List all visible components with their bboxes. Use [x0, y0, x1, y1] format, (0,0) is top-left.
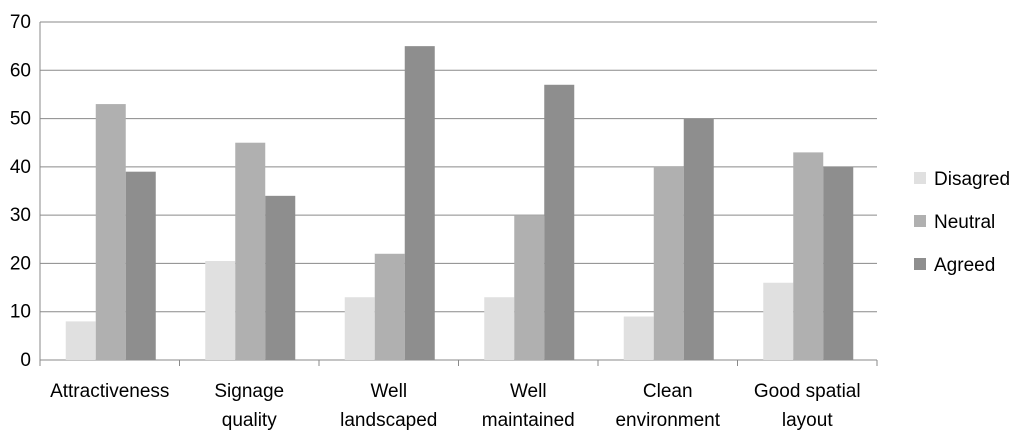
bar	[653, 166, 684, 360]
y-tick-label: 60	[10, 60, 31, 81]
y-tick-label: 50	[10, 109, 31, 130]
x-tick-label: quality	[222, 410, 277, 431]
bar	[544, 84, 575, 361]
bar	[683, 118, 714, 360]
y-tick-label: 30	[10, 205, 31, 226]
bar	[374, 253, 405, 360]
bar	[484, 297, 515, 360]
bar	[344, 297, 375, 360]
legend-swatch	[914, 172, 926, 184]
x-tick-label: Clean	[643, 381, 693, 402]
x-tick-label: Signage	[214, 381, 284, 402]
x-tick-label: environment	[615, 410, 720, 431]
x-tick-label: Good spatial	[754, 381, 861, 402]
bar	[65, 321, 96, 360]
legend-label: Neutral	[934, 212, 995, 233]
y-tick-label: 20	[10, 253, 31, 274]
y-tick-label: 70	[10, 12, 31, 33]
legend-label: Disagred	[934, 169, 1010, 190]
bar	[95, 104, 126, 360]
x-tick-label: maintained	[482, 410, 575, 431]
bar	[763, 282, 794, 360]
bar	[205, 261, 236, 360]
y-tick-label: 0	[20, 350, 31, 371]
bar	[235, 142, 266, 360]
x-tick-label: layout	[782, 410, 833, 431]
bar	[265, 195, 296, 360]
x-tick-label: Well	[510, 381, 547, 402]
y-tick-label: 10	[10, 302, 31, 323]
bar	[823, 166, 854, 360]
legend-label: Agreed	[934, 255, 995, 276]
bar	[623, 316, 654, 360]
bar	[404, 46, 435, 361]
legend-swatch	[914, 258, 926, 270]
y-tick-label: 40	[10, 157, 31, 178]
bar	[793, 152, 824, 360]
x-tick-label: Attractiveness	[50, 381, 169, 402]
bar	[125, 171, 156, 360]
legend-swatch	[914, 215, 926, 227]
bar	[514, 215, 545, 360]
x-tick-label: landscaped	[340, 410, 437, 431]
x-tick-label: Well	[370, 381, 407, 402]
